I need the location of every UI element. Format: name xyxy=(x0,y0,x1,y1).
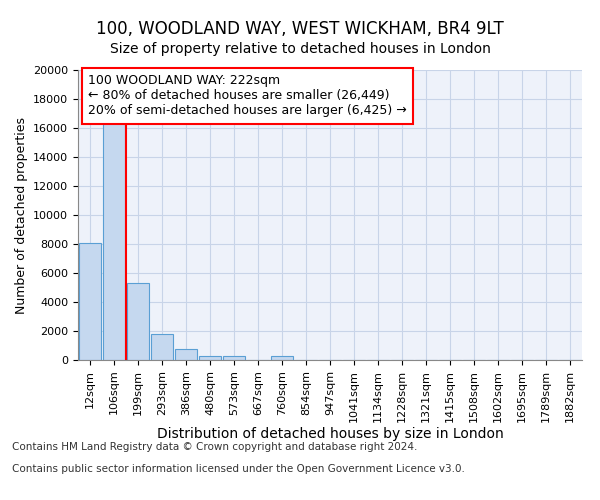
Text: Size of property relative to detached houses in London: Size of property relative to detached ho… xyxy=(110,42,490,56)
Bar xyxy=(223,356,245,360)
Bar xyxy=(271,356,293,360)
Bar xyxy=(103,120,125,360)
Text: 100 WOODLAND WAY: 222sqm
← 80% of detached houses are smaller (26,449)
20% of se: 100 WOODLAND WAY: 222sqm ← 80% of detach… xyxy=(88,74,407,118)
Text: Contains HM Land Registry data © Crown copyright and database right 2024.: Contains HM Land Registry data © Crown c… xyxy=(12,442,418,452)
X-axis label: Distribution of detached houses by size in London: Distribution of detached houses by size … xyxy=(157,428,503,442)
Y-axis label: Number of detached properties: Number of detached properties xyxy=(14,116,28,314)
Bar xyxy=(127,283,149,360)
Bar xyxy=(175,349,197,360)
Bar xyxy=(151,334,173,360)
Text: 100, WOODLAND WAY, WEST WICKHAM, BR4 9LT: 100, WOODLAND WAY, WEST WICKHAM, BR4 9LT xyxy=(96,20,504,38)
Text: Contains public sector information licensed under the Open Government Licence v3: Contains public sector information licen… xyxy=(12,464,465,474)
Bar xyxy=(199,356,221,360)
Bar xyxy=(79,242,101,360)
